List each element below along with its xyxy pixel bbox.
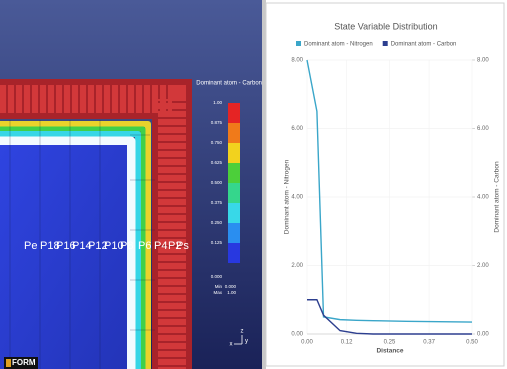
colorbar-segment <box>228 223 240 243</box>
point-label: P8 <box>120 240 133 252</box>
point-label: P4 <box>154 240 167 252</box>
y-tick-label: 8.00 <box>291 58 303 64</box>
y2-tick-label: 8.00 <box>477 58 489 64</box>
y2-tick-label: 6.00 <box>477 126 489 132</box>
colorbar-title: Dominant atom - Carbon <box>196 81 262 87</box>
colorbar-segment <box>228 163 240 183</box>
chart-title: State Variable Distribution <box>334 21 437 31</box>
axis-label: z <box>241 329 244 335</box>
colorbar-label: 0.125 <box>211 240 223 245</box>
legend-swatch[interactable] <box>383 41 388 46</box>
y2-axis-label: Dominant atom - Carbon <box>494 161 501 233</box>
colorbar-segment <box>228 243 240 263</box>
legend-label[interactable]: Dominant atom - Nitrogen <box>304 42 373 48</box>
y-tick-label: 6.00 <box>291 126 303 132</box>
colorbar-label: 0.625 <box>211 160 223 165</box>
colorbar-label: 0.250 <box>211 220 223 225</box>
legend-label[interactable]: Dominant atom - Carbon <box>391 42 457 48</box>
logo: FORM <box>12 358 36 367</box>
max-value: 1.00 <box>227 290 236 295</box>
colorbar-label: 0.750 <box>211 140 223 145</box>
colorbar-label: 1.00 <box>213 100 222 105</box>
x-tick-label: 0.00 <box>301 340 313 346</box>
colorbar-label: 0.000 <box>211 274 223 279</box>
viewport: Dominant atom - Carbon 1.00 0.875 0.750 0.6… <box>0 0 262 369</box>
colorbar-segment <box>228 143 240 163</box>
legend-swatch[interactable] <box>296 41 301 46</box>
colorbar-label: 0.500 <box>211 180 223 185</box>
x-axis-label: Distance <box>376 348 403 355</box>
point-label: Ps <box>176 240 189 252</box>
min-label: Min <box>215 284 223 289</box>
colorbar-segment <box>228 183 240 203</box>
y2-tick-label: 4.00 <box>477 195 489 201</box>
y-tick-label: 4.00 <box>291 195 303 201</box>
logo-icon <box>6 359 11 367</box>
material-region <box>0 145 127 369</box>
colorbar-label: 0.875 <box>211 120 223 125</box>
y-tick-label: 2.00 <box>291 263 303 269</box>
max-label: Max <box>213 290 222 295</box>
min-value: 0.000 <box>225 284 237 289</box>
x-tick-label: 0.37 <box>423 340 435 346</box>
y2-tick-label: 0.00 <box>477 332 489 338</box>
y2-tick-label: 2.00 <box>477 263 489 269</box>
y-tick-label: 0.00 <box>291 332 303 338</box>
colorbar-segment <box>228 123 240 143</box>
y-axis-label: Dominant atom - Nitrogen <box>284 159 291 234</box>
screen: Dominant atom - Carbon 1.00 0.875 0.750 0.6… <box>0 0 507 369</box>
point-label: P6 <box>138 240 151 252</box>
x-tick-label: 0.50 <box>466 340 478 346</box>
point-label: Pe <box>24 240 37 252</box>
splitter[interactable] <box>262 0 266 369</box>
axis-label: x <box>230 342 233 348</box>
colorbar-label: 0.375 <box>211 200 223 205</box>
colorbar-segment <box>228 203 240 223</box>
x-tick-label: 0.25 <box>384 340 396 346</box>
axis-label: y <box>245 339 248 345</box>
x-tick-label: 0.12 <box>341 340 353 346</box>
colorbar-segment <box>228 103 240 123</box>
